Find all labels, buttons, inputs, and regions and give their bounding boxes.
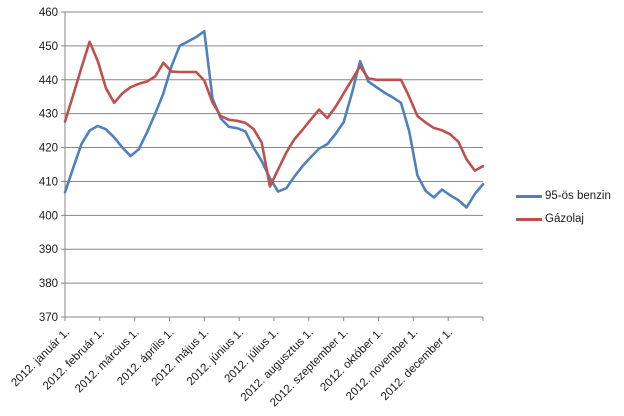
y-axis-label: 390 bbox=[39, 244, 58, 256]
y-axis-label: 410 bbox=[39, 176, 58, 188]
y-axis-label: 440 bbox=[39, 75, 58, 87]
y-axis-label: 460 bbox=[39, 7, 58, 19]
legend-item-benzin: 95-ös benzin bbox=[516, 189, 611, 203]
x-axis-label: 2012. október 1. bbox=[318, 327, 385, 394]
series-line-benzin bbox=[63, 29, 485, 209]
benzin-legend-label: 95-ös benzin bbox=[545, 190, 611, 202]
gazolaj-legend-label: Gázolaj bbox=[545, 213, 584, 225]
x-axis-label: 2012. március 1. bbox=[73, 327, 142, 396]
legend-item-gazolaj: Gázolaj bbox=[516, 212, 611, 226]
chart-legend: 95-ös benzin Gázolaj bbox=[516, 189, 611, 226]
y-axis-label: 450 bbox=[39, 41, 58, 53]
y-axis-label: 370 bbox=[39, 312, 58, 324]
y-axis-label: 430 bbox=[39, 109, 58, 121]
y-axis-label: 380 bbox=[39, 278, 58, 290]
x-axis-label: 2012. január 1. bbox=[9, 327, 72, 390]
series-line-gazolaj bbox=[63, 40, 485, 188]
y-axis-label: 420 bbox=[39, 143, 58, 155]
benzin-line-swatch bbox=[516, 194, 542, 198]
x-axis-label: 2012. február 1. bbox=[41, 327, 107, 393]
gazolaj-line-swatch bbox=[516, 217, 542, 221]
y-axis-label: 400 bbox=[39, 210, 58, 222]
